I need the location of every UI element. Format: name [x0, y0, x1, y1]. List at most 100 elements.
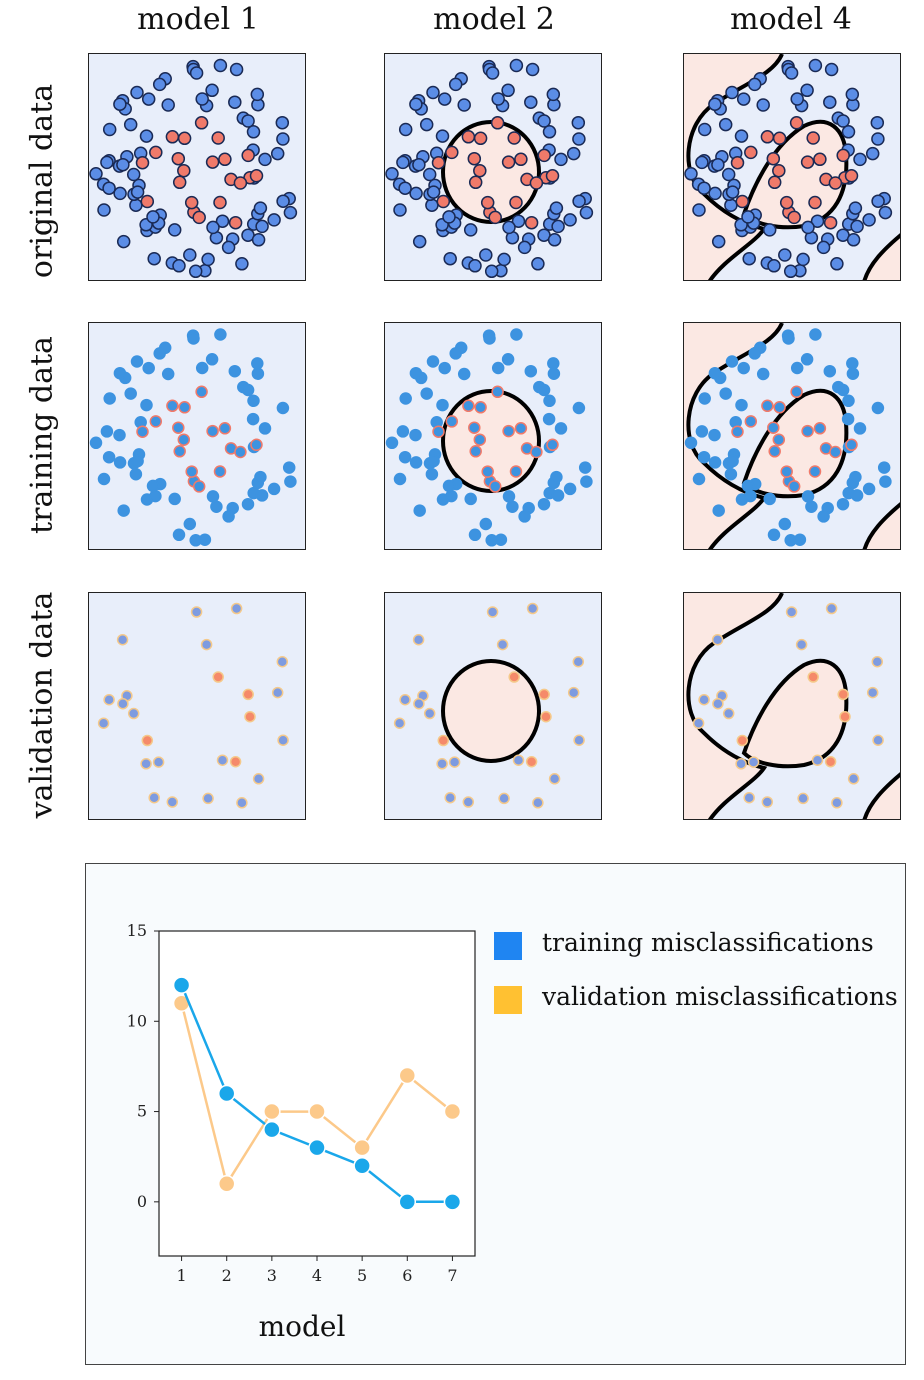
- data-point-outer: [511, 214, 526, 228]
- scatter-plot: [385, 328, 593, 547]
- data-point-outer: [462, 796, 475, 808]
- data-point-outer: [435, 129, 450, 143]
- scatter-panel-validation-m2: [384, 592, 602, 820]
- data-point-outer: [127, 707, 140, 720]
- data-point-outer: [100, 155, 114, 170]
- data-point-outer: [566, 146, 581, 161]
- data-point-outer: [412, 633, 425, 646]
- data-point-outer: [124, 387, 137, 400]
- data-point-outer: [117, 504, 130, 517]
- data-point-outer: [848, 201, 863, 215]
- data-point-outer: [409, 428, 422, 442]
- data-point-outer: [554, 422, 568, 435]
- data-point-outer: [277, 734, 289, 746]
- data-point-outer: [457, 367, 471, 381]
- data-point-outer: [800, 353, 814, 366]
- data-point-inner: [173, 445, 186, 458]
- data-point-outer: [524, 364, 538, 378]
- data-point-outer: [542, 412, 556, 426]
- data-point-outer: [100, 425, 114, 438]
- data-point-outer: [831, 797, 843, 809]
- data-point-outer: [698, 392, 711, 405]
- data-point-inner: [177, 433, 191, 446]
- data-point-inner: [431, 155, 446, 170]
- data-point-outer: [141, 92, 156, 106]
- data-point-outer: [423, 707, 436, 720]
- data-point-outer: [113, 456, 127, 469]
- data-point-outer: [123, 117, 138, 132]
- legend-swatch-validation: [494, 986, 522, 1014]
- data-point-outer: [190, 606, 203, 618]
- data-point-inner: [844, 169, 859, 183]
- data-point-outer: [131, 454, 144, 468]
- x-tick-label: 6: [402, 1266, 412, 1285]
- data-point-outer: [102, 450, 116, 464]
- data-point-outer: [708, 186, 722, 201]
- data-point-inner: [149, 415, 163, 428]
- data-point-outer: [146, 479, 160, 493]
- data-point-outer: [283, 205, 298, 220]
- data-point-outer: [845, 87, 860, 102]
- data-point-outer: [258, 152, 272, 167]
- data-point-outer: [724, 198, 738, 212]
- data-point-outer: [695, 155, 709, 170]
- data-point-outer: [695, 425, 709, 438]
- data-point-outer: [113, 186, 127, 201]
- data-point-inner: [808, 465, 822, 478]
- data-point-outer: [747, 756, 760, 768]
- data-point-inner: [839, 710, 851, 723]
- data-point-outer: [427, 454, 440, 468]
- data-point-outer: [547, 367, 561, 380]
- data-point-outer: [842, 394, 855, 408]
- data-point-outer: [205, 83, 219, 98]
- data-point-inner: [488, 480, 502, 493]
- data-point-outer: [399, 693, 411, 706]
- data-point-inner: [136, 425, 149, 438]
- data-point-outer: [398, 181, 412, 195]
- data-point-outer: [542, 125, 557, 139]
- x-tick-label: 3: [267, 1266, 277, 1285]
- data-point-inner: [432, 425, 445, 438]
- data-point-outer: [551, 489, 565, 502]
- data-point-inner: [211, 131, 225, 145]
- data-point-inner: [490, 116, 505, 130]
- data-point-outer: [129, 467, 143, 481]
- data-point-inner: [462, 399, 475, 413]
- data-point-inner: [813, 422, 827, 435]
- data-point-outer: [271, 686, 284, 699]
- series-point-training: [308, 1138, 326, 1157]
- data-point-outer: [448, 77, 463, 92]
- data-point-outer: [116, 633, 129, 646]
- data-point-outer: [254, 470, 267, 484]
- data-point-inner: [800, 155, 815, 169]
- decision-boundary: [441, 659, 541, 763]
- y-tick-label: 5: [137, 1102, 147, 1121]
- column-title-m1: model 1: [137, 2, 259, 37]
- data-point-inner: [468, 421, 481, 434]
- data-point-inner: [735, 194, 750, 209]
- data-point-outer: [697, 181, 711, 195]
- data-point-inner: [529, 176, 544, 190]
- data-point-outer: [512, 754, 525, 766]
- data-point-outer: [187, 332, 200, 345]
- scatter-panel-training-m1: [88, 322, 306, 550]
- data-point-outer: [457, 98, 471, 112]
- data-point-inner: [205, 155, 220, 169]
- data-point-outer: [865, 146, 880, 161]
- data-point-outer: [153, 347, 166, 360]
- data-point-outer: [546, 87, 561, 102]
- y-tick-label: 15: [127, 921, 147, 940]
- data-point-outer: [393, 472, 407, 486]
- data-point-inner: [736, 734, 749, 747]
- data-point-outer: [142, 361, 155, 375]
- data-point-outer: [761, 796, 774, 808]
- data-point-outer: [502, 220, 516, 235]
- data-point-outer: [549, 201, 564, 215]
- data-point-outer: [393, 717, 406, 729]
- data-point-outer: [708, 366, 722, 380]
- data-point-inner: [185, 465, 198, 478]
- data-point-inner: [787, 210, 801, 225]
- data-point-inner: [525, 755, 538, 768]
- scatter-plot: [89, 328, 297, 547]
- data-point-outer: [253, 201, 268, 215]
